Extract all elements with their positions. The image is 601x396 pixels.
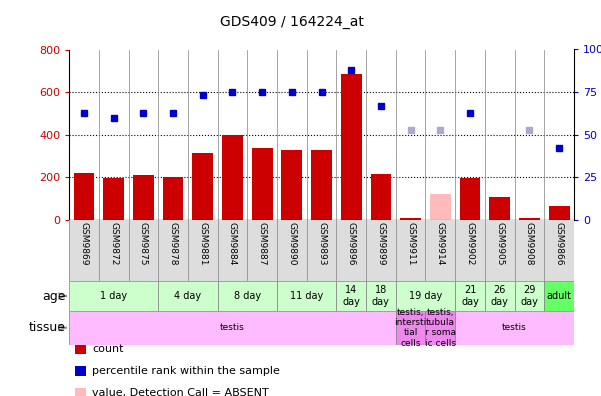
Text: 21
day: 21 day [461, 285, 479, 307]
Text: age: age [43, 289, 66, 303]
Text: 11 day: 11 day [290, 291, 323, 301]
Bar [218, 281, 277, 311]
Bar [396, 281, 455, 311]
Text: 19 day: 19 day [409, 291, 442, 301]
Bar [400, 218, 421, 220]
Bar [519, 218, 540, 220]
Text: 4 day: 4 day [174, 291, 201, 301]
Text: tissue: tissue [29, 321, 66, 334]
Text: testis: testis [502, 323, 527, 332]
Bar [337, 281, 366, 311]
Text: 26
day: 26 day [491, 285, 508, 307]
Bar [366, 281, 396, 311]
Text: GSM9896: GSM9896 [347, 222, 356, 265]
Text: GSM9905: GSM9905 [495, 222, 504, 265]
Bar [549, 206, 570, 220]
Text: count: count [92, 344, 123, 354]
Bar [133, 175, 154, 220]
Bar [455, 281, 485, 311]
Text: 8 day: 8 day [234, 291, 261, 301]
Bar [396, 311, 426, 345]
Bar [158, 281, 218, 311]
Bar [103, 178, 124, 220]
Text: 29
day: 29 day [520, 285, 538, 307]
Text: GSM9872: GSM9872 [109, 222, 118, 265]
Bar [252, 148, 272, 220]
Bar [281, 150, 302, 220]
Bar [460, 178, 480, 220]
Text: GSM9914: GSM9914 [436, 222, 445, 265]
Bar [455, 311, 574, 345]
Text: percentile rank within the sample: percentile rank within the sample [92, 366, 280, 376]
Bar [485, 281, 514, 311]
Text: 1 day: 1 day [100, 291, 127, 301]
Bar [426, 311, 455, 345]
Bar [69, 311, 396, 345]
Text: 18
day: 18 day [372, 285, 390, 307]
Bar [69, 281, 158, 311]
Text: adult: adult [546, 291, 572, 301]
Text: GDS409 / 164224_at: GDS409 / 164224_at [219, 15, 364, 29]
Bar [371, 174, 391, 220]
Text: GSM9911: GSM9911 [406, 222, 415, 265]
Text: GSM9869: GSM9869 [79, 222, 88, 265]
Bar [341, 74, 362, 220]
Text: GSM9887: GSM9887 [258, 222, 267, 265]
Bar [192, 153, 213, 220]
Bar [430, 194, 451, 220]
Bar [73, 173, 94, 220]
Text: GSM9902: GSM9902 [466, 222, 475, 265]
Text: testis,
tubula
r soma
ic cells: testis, tubula r soma ic cells [425, 308, 456, 348]
Bar [311, 150, 332, 220]
Text: 14
day: 14 day [343, 285, 360, 307]
Bar [277, 281, 337, 311]
Text: GSM9875: GSM9875 [139, 222, 148, 265]
Bar [545, 281, 574, 311]
Text: value, Detection Call = ABSENT: value, Detection Call = ABSENT [92, 388, 269, 396]
Bar [163, 177, 183, 220]
Bar [489, 198, 510, 220]
Text: GSM9878: GSM9878 [168, 222, 177, 265]
Text: GSM9899: GSM9899 [376, 222, 385, 265]
Text: testis,
intersti
tial
cells: testis, intersti tial cells [394, 308, 427, 348]
Text: GSM9908: GSM9908 [525, 222, 534, 265]
Text: GSM9866: GSM9866 [555, 222, 564, 265]
Text: GSM9893: GSM9893 [317, 222, 326, 265]
Text: GSM9881: GSM9881 [198, 222, 207, 265]
Text: GSM9890: GSM9890 [287, 222, 296, 265]
Bar [222, 135, 243, 220]
Bar [514, 281, 545, 311]
Text: testis: testis [220, 323, 245, 332]
Text: GSM9884: GSM9884 [228, 222, 237, 265]
